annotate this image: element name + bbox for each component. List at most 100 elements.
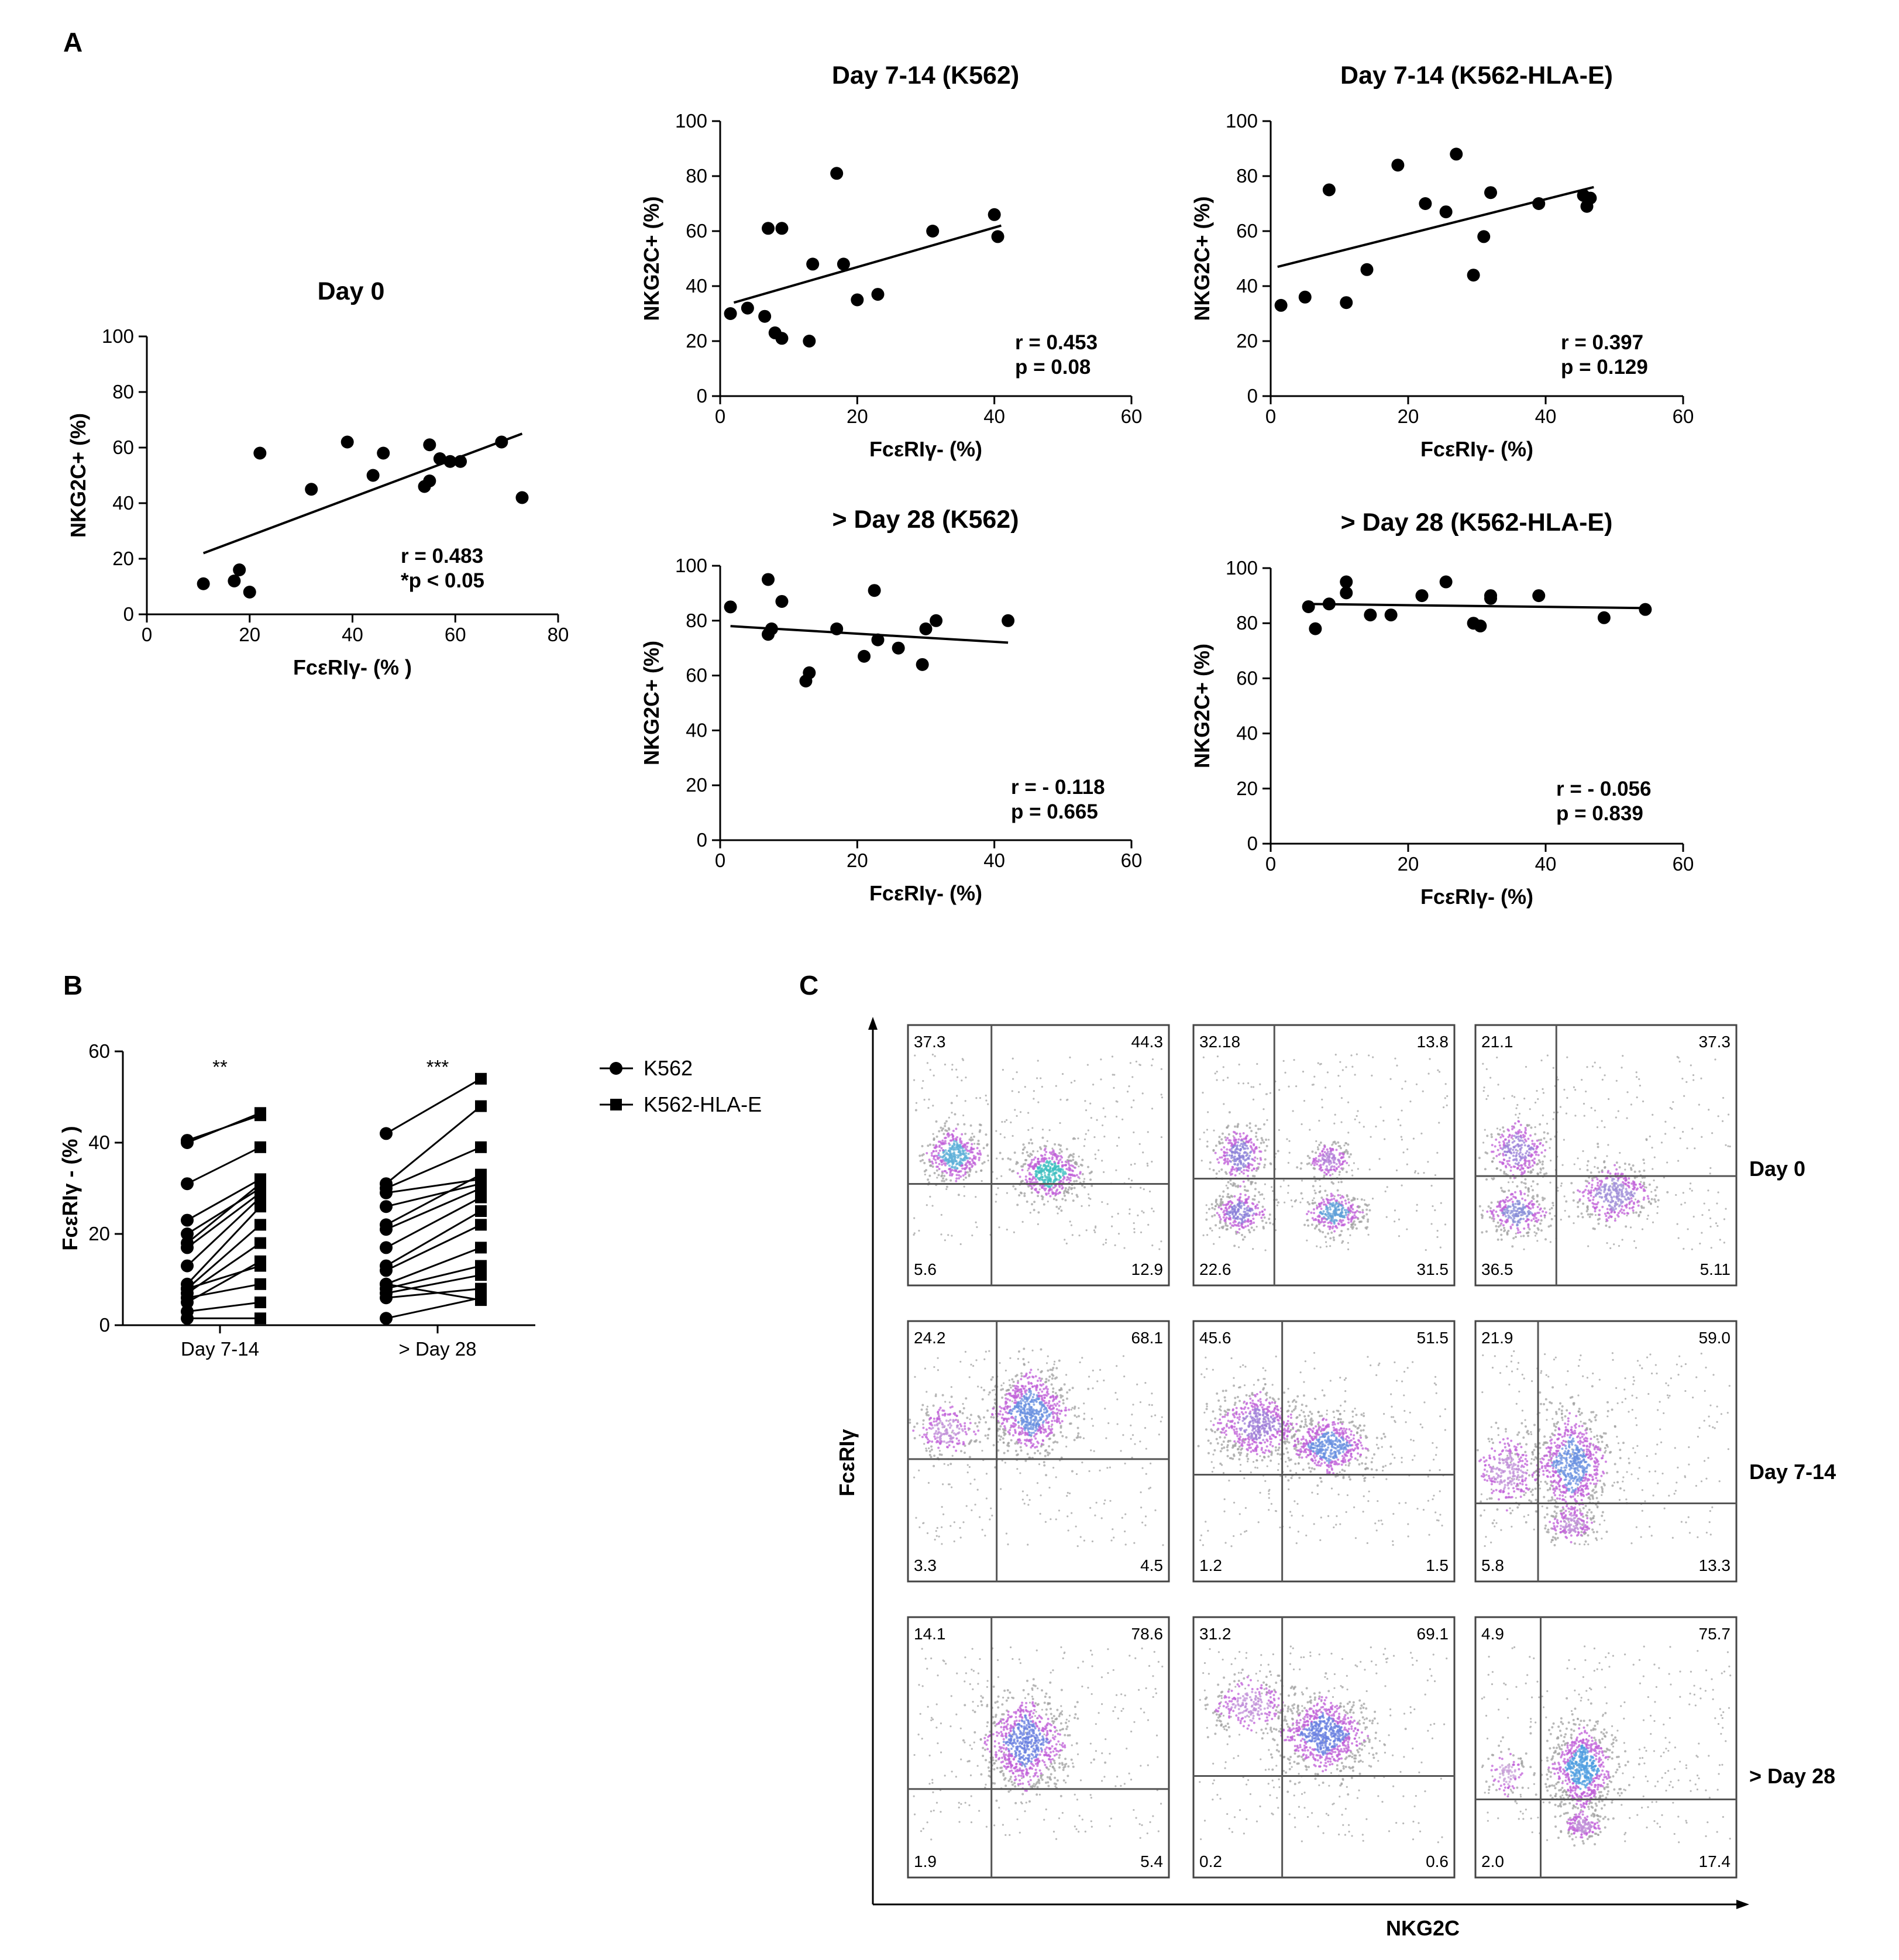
event-dot [1527,1154,1530,1157]
event-dot [946,1162,949,1165]
event-dot [1265,1221,1268,1224]
data-point [1439,575,1453,589]
event-dot [1075,1194,1078,1196]
event-dot [1522,1172,1525,1175]
data-point [892,641,905,655]
data-point [775,222,789,235]
event-dot [1004,1394,1007,1397]
event-dot [950,1424,952,1427]
event-dot [1540,1229,1543,1232]
event-dot [1539,1171,1542,1174]
event-dot [1523,1141,1526,1144]
event-dot [1512,1237,1515,1240]
event-dot [1041,1186,1044,1189]
event-dot [1542,1144,1544,1147]
event-dot [1215,1144,1217,1147]
event-dot [1506,1142,1509,1145]
event-dot [948,1154,951,1157]
event-dot [1238,1246,1240,1249]
event-dot [1601,1205,1604,1208]
event-dot [1068,1492,1071,1495]
event-dot [1253,1221,1255,1224]
event-dot [1200,1160,1203,1162]
data-point [1002,614,1015,627]
event-dot [952,1151,955,1154]
event-dot [1401,1088,1403,1090]
event-dot [959,1423,962,1426]
data-point [1439,205,1453,219]
event-dot [923,1170,926,1172]
event-dot [1573,1222,1575,1225]
event-dot [1103,1135,1106,1138]
event-dot [1641,1228,1644,1230]
event-dot [1504,1138,1507,1141]
event-dot [1043,1187,1045,1190]
event-dot [1316,1163,1319,1166]
event-dot [1216,1212,1219,1215]
event-dot [952,1154,955,1157]
event-dot [1092,1084,1095,1086]
event-dot [1310,1223,1313,1226]
event-dot [1113,1536,1115,1539]
event-dot [1608,1098,1610,1101]
event-dot [972,1364,975,1367]
event-dot [1307,1224,1310,1227]
event-dot [1022,1163,1025,1166]
event-dot [1247,1218,1250,1221]
event-dot [1357,1218,1360,1220]
event-dot [1680,1203,1683,1206]
data-point [930,614,943,627]
event-dot [1077,1176,1080,1179]
event-dot [1158,1433,1160,1436]
event-dot [1048,1445,1051,1448]
event-dot [1324,1236,1327,1239]
event-dot [1233,1160,1236,1163]
event-dot [1549,1208,1551,1211]
event-dot [958,1174,961,1177]
event-dot [1549,1212,1551,1215]
data-point [1450,147,1463,161]
event-dot [1254,1188,1257,1191]
event-dot [1223,1213,1226,1216]
event-dot [1643,1162,1646,1164]
event-dot [1000,1435,1003,1438]
event-dot [1226,1151,1229,1154]
event-dot [1549,1147,1551,1149]
event-dot [1333,1197,1336,1200]
event-dot [1160,1421,1162,1423]
k562-hla-e-point [475,1260,487,1272]
event-dot [1055,1476,1057,1478]
event-dot [1513,1209,1516,1212]
event-dot [1021,1168,1024,1171]
event-dot [1247,1164,1250,1167]
event-dot [1231,1166,1234,1169]
event-dot [1116,1144,1119,1147]
event-dot [1117,1136,1120,1139]
event-dot [1511,1201,1514,1203]
event-dot [959,1137,962,1140]
event-dot [1049,1368,1052,1371]
event-dot [945,1171,948,1174]
event-dot [1000,1384,1003,1387]
event-dot [1507,1136,1510,1139]
event-dot [1647,1214,1649,1217]
event-dot [981,1180,983,1182]
event-dot [1261,1205,1264,1208]
event-dot [1614,1218,1616,1220]
event-dot [1332,1210,1335,1213]
event-dot [1029,1212,1031,1214]
event-dot [1560,1182,1563,1185]
event-dot [1637,1204,1640,1207]
event-dot [1239,1196,1241,1199]
event-dot [1237,1141,1240,1144]
event-dot [1334,1113,1336,1116]
event-dot [1637,1215,1640,1218]
stat-r: r = 0.397 [1561,331,1643,354]
event-dot [1553,1111,1556,1113]
event-dot [1335,1149,1338,1151]
event-dot [1037,1195,1040,1198]
event-dot [1528,1151,1531,1154]
event-dot [1020,1405,1023,1408]
event-dot [1131,1434,1134,1436]
event-dot [937,1140,940,1143]
